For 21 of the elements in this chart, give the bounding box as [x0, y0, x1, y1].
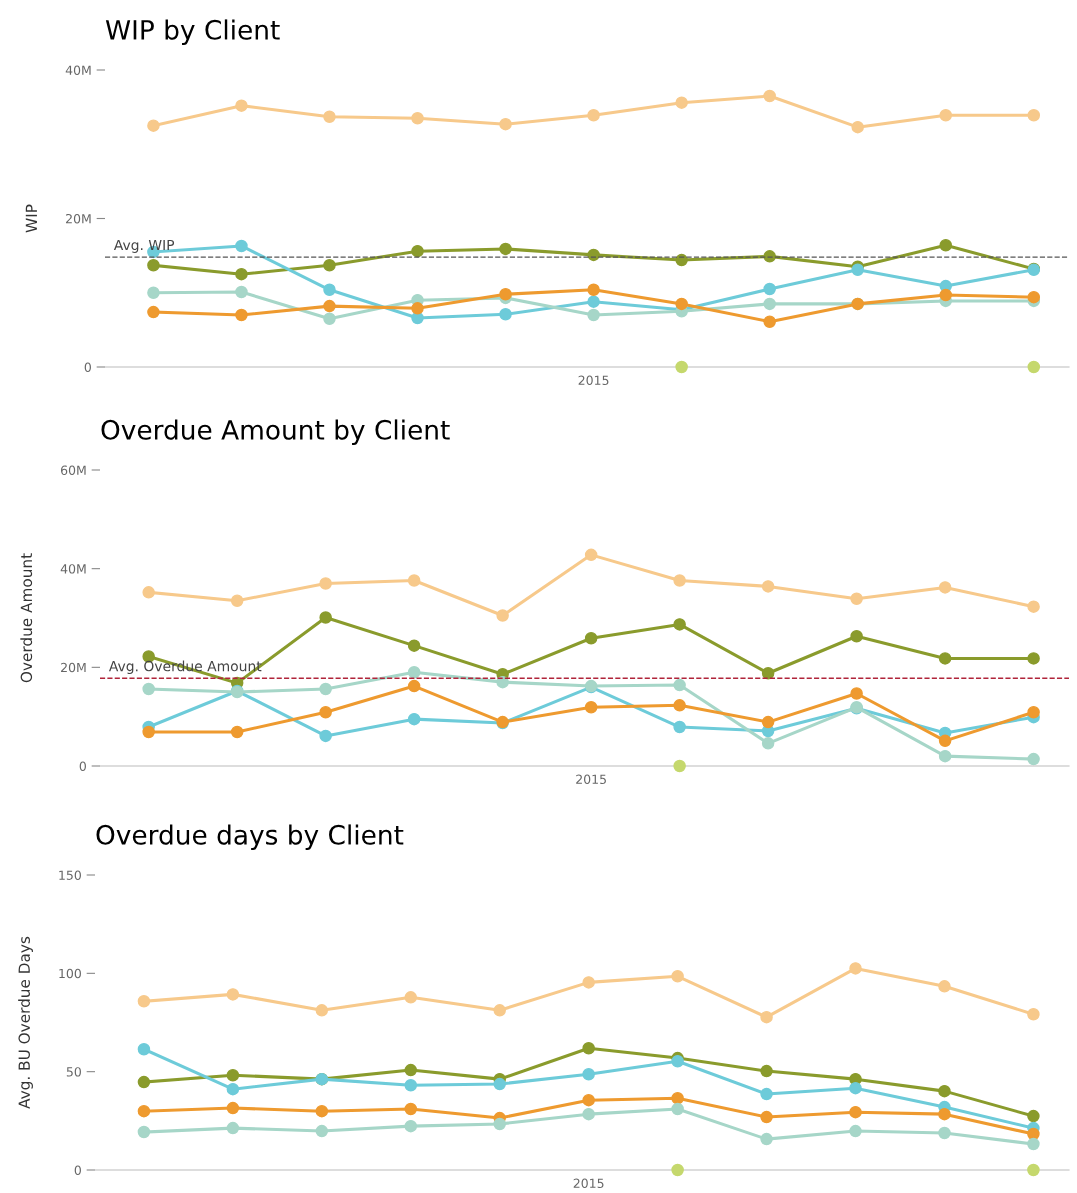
ref-line-label: Avg. WIP	[113, 239, 175, 253]
y-tick-label: 20M	[66, 213, 91, 224]
y-tick-label: 60M	[60, 465, 86, 475]
y-tick-label: 20M	[61, 662, 86, 673]
x-tick-label: 2015	[573, 1178, 604, 1189]
y-tick-label: 0	[84, 362, 91, 372]
y-axis-title: Avg. BU Overdue Days	[18, 936, 33, 1109]
y-tick-label: 100	[59, 968, 81, 979]
chart-title: Overdue days by Client	[96, 824, 404, 850]
x-tick-label: 2015	[576, 774, 606, 785]
y-tick-label: 50	[66, 1067, 81, 1077]
y-tick-label: 0	[74, 1165, 81, 1175]
chart-title: Overdue Amount by Client	[101, 419, 450, 445]
y-tick-label: 0	[79, 761, 86, 771]
y-axis-title: WIP	[25, 204, 37, 233]
x-tick-label: 2015	[578, 375, 609, 386]
chart-title: WIP by Client	[105, 19, 280, 45]
y-tick-label: 40M	[60, 564, 86, 574]
y-axis-title: Overdue Amount	[20, 553, 33, 683]
y-tick-label: 150	[59, 870, 81, 880]
y-tick-label: 40M	[65, 65, 91, 75]
